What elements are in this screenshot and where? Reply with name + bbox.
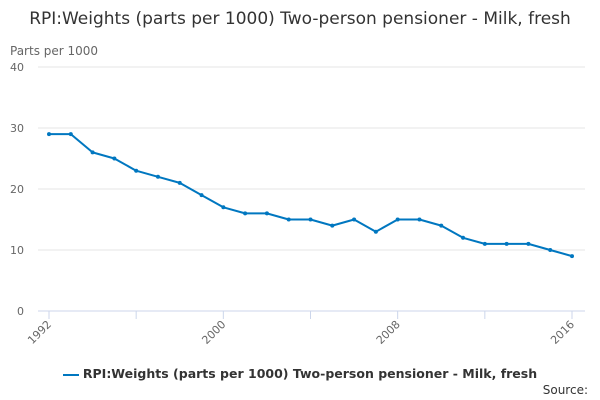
series-line bbox=[49, 133, 573, 258]
data-point bbox=[330, 223, 335, 228]
legend-item[interactable]: RPI:Weights (parts per 1000) Two-person … bbox=[0, 366, 600, 381]
legend-label: RPI:Weights (parts per 1000) Two-person … bbox=[82, 366, 538, 381]
data-point bbox=[90, 150, 95, 155]
data-point bbox=[286, 217, 291, 222]
x-tick-label: 2000 bbox=[199, 318, 228, 347]
y-tick-label: 0 bbox=[17, 305, 24, 318]
x-tick-label: 2008 bbox=[374, 318, 403, 347]
data-point bbox=[439, 223, 444, 228]
data-point bbox=[112, 156, 117, 161]
data-point bbox=[155, 174, 160, 179]
data-point bbox=[373, 229, 378, 234]
data-point bbox=[461, 235, 466, 240]
x-tick-label: 1992 bbox=[25, 318, 54, 347]
data-point bbox=[177, 180, 182, 185]
legend-swatch bbox=[62, 373, 79, 376]
data-point bbox=[134, 168, 139, 173]
data-point bbox=[570, 254, 574, 259]
data-point bbox=[504, 241, 509, 246]
data-point bbox=[264, 211, 269, 216]
data-point bbox=[352, 217, 357, 222]
data-point bbox=[47, 132, 51, 137]
data-point bbox=[395, 217, 400, 222]
y-tick-label: 20 bbox=[10, 183, 24, 196]
data-point bbox=[548, 248, 553, 252]
data-point bbox=[243, 211, 248, 216]
data-point bbox=[417, 217, 422, 222]
data-point bbox=[308, 217, 313, 222]
y-axis-label: Parts per 1000 bbox=[10, 44, 99, 58]
y-tick-label: 40 bbox=[10, 61, 24, 74]
x-tick-label: 2016 bbox=[548, 318, 577, 347]
y-tick-label: 30 bbox=[10, 122, 24, 135]
source-label: Source: bbox=[542, 383, 588, 397]
y-tick-label: 10 bbox=[10, 244, 24, 257]
data-point bbox=[68, 132, 73, 137]
data-point bbox=[482, 241, 487, 246]
data-point bbox=[199, 193, 204, 198]
data-point bbox=[526, 241, 531, 246]
data-point bbox=[221, 205, 226, 210]
chart-title: RPI:Weights (parts per 1000) Two-person … bbox=[29, 9, 571, 29]
